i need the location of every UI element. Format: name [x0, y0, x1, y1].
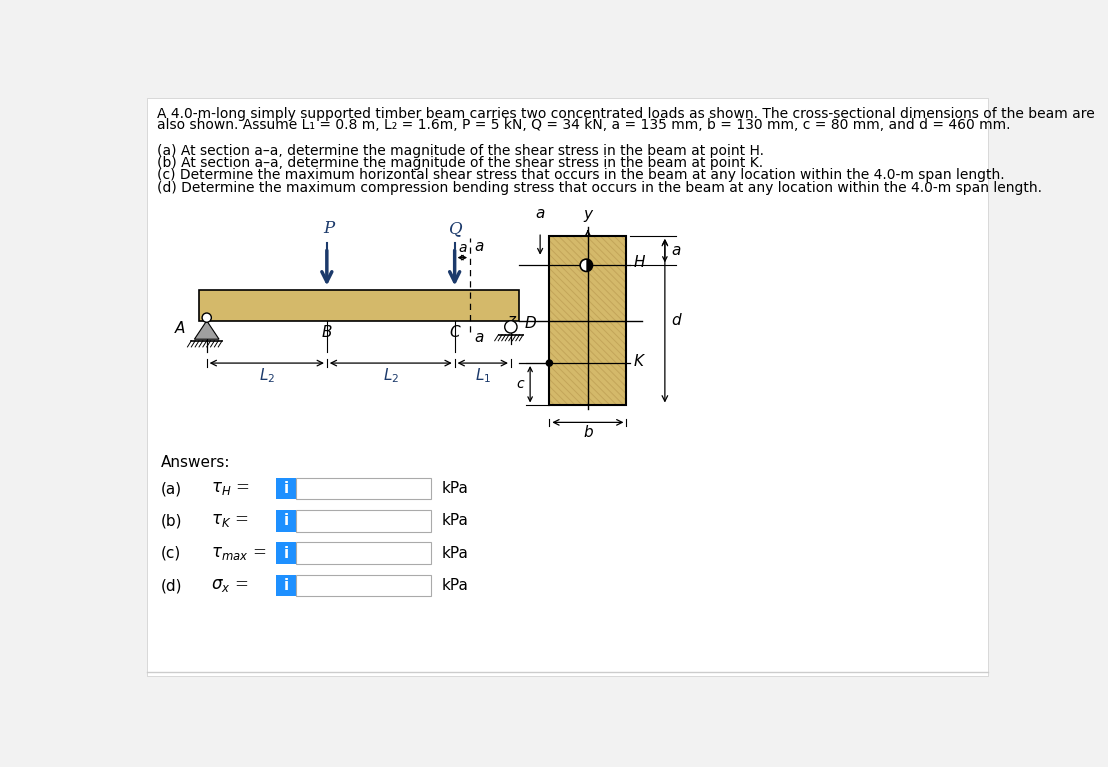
Text: A 4.0-m-long simply supported timber beam carries two concentrated loads as show: A 4.0-m-long simply supported timber bea… — [156, 107, 1095, 120]
Text: kPa: kPa — [442, 546, 469, 561]
Text: c: c — [516, 377, 524, 391]
Text: Answers:: Answers: — [161, 456, 230, 470]
Text: (a) At section a–a, determine the magnitude of the shear stress in the beam at p: (a) At section a–a, determine the magnit… — [156, 143, 763, 158]
Text: a: a — [671, 243, 680, 258]
Circle shape — [581, 259, 593, 272]
Text: D: D — [525, 316, 536, 331]
Circle shape — [202, 313, 212, 322]
Text: H: H — [634, 255, 646, 271]
Bar — [296, 478, 431, 499]
Text: C: C — [450, 324, 460, 340]
Bar — [296, 542, 431, 564]
Text: b: b — [583, 426, 593, 440]
Bar — [296, 510, 431, 532]
Text: a: a — [535, 206, 545, 221]
Text: (b) At section a–a, determine the magnitude of the shear stress in the beam at p: (b) At section a–a, determine the magnit… — [156, 156, 762, 170]
Polygon shape — [194, 321, 219, 339]
Bar — [276, 478, 296, 499]
Text: Q: Q — [450, 220, 463, 237]
Text: $\tau_{max}$ =: $\tau_{max}$ = — [211, 545, 266, 561]
Text: P: P — [322, 220, 334, 237]
Text: B: B — [321, 324, 332, 340]
Wedge shape — [586, 259, 593, 272]
Text: $L_2$: $L_2$ — [382, 366, 399, 385]
Bar — [276, 510, 296, 532]
Text: i: i — [284, 513, 288, 528]
Text: $\sigma_x$ =: $\sigma_x$ = — [211, 577, 248, 594]
Text: (d) Determine the maximum compression bending stress that occurs in the beam at : (d) Determine the maximum compression be… — [156, 180, 1042, 195]
Text: a: a — [474, 239, 483, 254]
Text: y: y — [584, 207, 593, 222]
Bar — [276, 574, 296, 597]
Bar — [276, 542, 296, 564]
Text: (c) Determine the maximum horizontal shear stress that occurs in the beam at any: (c) Determine the maximum horizontal she… — [156, 168, 1004, 183]
Text: $L_2$: $L_2$ — [258, 366, 275, 385]
Text: (a): (a) — [161, 481, 182, 496]
Text: A: A — [175, 321, 185, 336]
Bar — [199, 290, 519, 321]
Bar — [550, 236, 626, 406]
Text: (d): (d) — [161, 578, 182, 593]
Text: also shown. Assume L₁ = 0.8 m, L₂ = 1.6m, P = 5 kN, Q = 34 kN, a = 135 mm, b = 1: also shown. Assume L₁ = 0.8 m, L₂ = 1.6m… — [156, 118, 1010, 132]
Text: i: i — [284, 578, 288, 593]
Text: a: a — [458, 242, 466, 255]
Text: i: i — [284, 481, 288, 496]
Text: (b): (b) — [161, 513, 182, 528]
Circle shape — [546, 360, 553, 366]
Text: kPa: kPa — [442, 481, 469, 496]
Text: kPa: kPa — [442, 578, 469, 593]
Text: $\tau_H$ =: $\tau_H$ = — [211, 480, 249, 497]
Text: K: K — [634, 354, 644, 369]
Bar — [550, 236, 626, 406]
Text: $L_1$: $L_1$ — [474, 366, 491, 385]
Bar — [296, 574, 431, 597]
Text: a: a — [474, 330, 483, 345]
Text: $\tau_K$ =: $\tau_K$ = — [211, 512, 248, 529]
Text: (c): (c) — [161, 546, 181, 561]
Text: i: i — [284, 546, 288, 561]
Text: z: z — [506, 313, 515, 328]
Text: d: d — [671, 313, 680, 328]
Circle shape — [505, 321, 517, 333]
Text: kPa: kPa — [442, 513, 469, 528]
